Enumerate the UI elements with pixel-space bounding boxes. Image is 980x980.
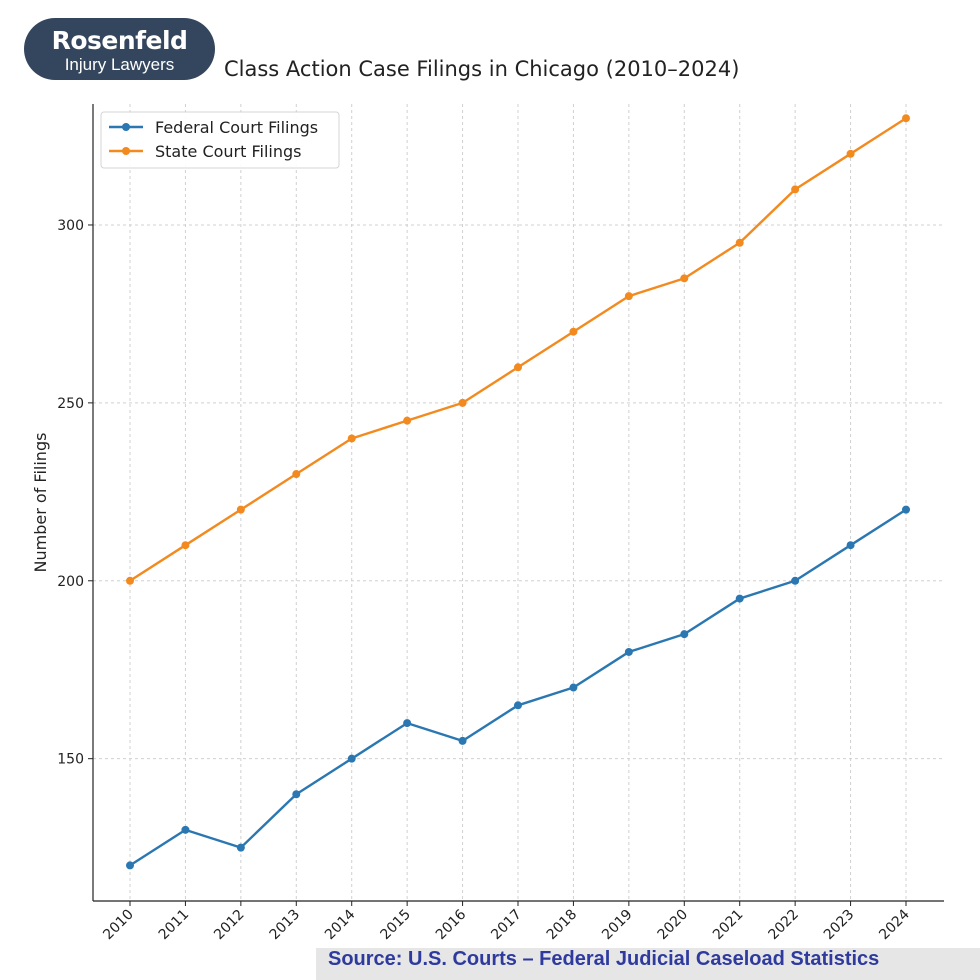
- x-tick-label: 2018: [544, 907, 581, 944]
- data-point: [403, 719, 412, 728]
- data-point: [902, 505, 910, 514]
- data-point: [458, 736, 467, 745]
- logo-subtitle: Injury Lawyers: [64, 55, 175, 74]
- y-tick-label: 250: [57, 396, 84, 412]
- series-line-1: [129, 117, 907, 582]
- data-point: [791, 576, 800, 585]
- chart-title: Class Action Case Filings in Chicago (20…: [224, 57, 740, 81]
- data-point: [347, 434, 356, 443]
- x-tick-label: 2021: [710, 907, 747, 944]
- data-point: [735, 594, 744, 603]
- legend-marker: [122, 123, 130, 131]
- x-tick-label: 2010: [100, 907, 137, 944]
- data-point: [514, 363, 522, 372]
- data-point: [181, 825, 190, 834]
- x-tick-label: 2014: [322, 906, 359, 943]
- data-point: [680, 274, 689, 283]
- legend-box: [100, 111, 340, 169]
- data-point: [569, 327, 578, 336]
- data-point: [403, 416, 412, 425]
- data-point: [624, 292, 633, 301]
- data-point: [514, 701, 522, 710]
- data-point: [735, 238, 744, 247]
- x-tick-label: 2019: [599, 907, 636, 944]
- data-point: [181, 541, 190, 550]
- x-tick-label: 2024: [876, 906, 913, 943]
- data-point: [292, 790, 301, 799]
- x-tick-label: 2013: [267, 907, 304, 944]
- data-point: [126, 576, 134, 585]
- x-tick-label: 2012: [211, 907, 248, 944]
- legend-label: State Court Filings: [155, 142, 301, 161]
- x-tick-label: 2022: [765, 907, 802, 944]
- data-point: [680, 630, 689, 639]
- data-point: [846, 541, 855, 550]
- x-tick-label: 2011: [156, 907, 193, 944]
- data-point: [292, 470, 301, 479]
- legend-marker: [122, 147, 130, 155]
- x-tick-label: 2015: [377, 907, 414, 944]
- y-tick-label: 150: [57, 752, 84, 768]
- x-tick-label: 2017: [488, 907, 525, 944]
- data-point: [126, 861, 134, 870]
- y-axis-label: Number of Filings: [31, 433, 50, 573]
- data-point: [236, 843, 245, 852]
- data-point: [347, 754, 356, 763]
- legend-label: Federal Court Filings: [155, 118, 318, 137]
- data-point: [902, 114, 910, 123]
- y-tick-label: 300: [57, 218, 84, 234]
- data-point: [846, 149, 855, 158]
- y-tick-label: 200: [57, 574, 84, 590]
- data-point: [569, 683, 578, 692]
- data-point: [624, 647, 633, 656]
- data-point: [458, 398, 467, 407]
- x-tick-label: 2023: [821, 907, 858, 944]
- logo-name: Rosenfeld: [51, 26, 188, 55]
- source-text: Source: U.S. Courts – Federal Judicial C…: [328, 948, 880, 970]
- rosenfeld-logo: Rosenfeld Injury Lawyers: [24, 18, 215, 80]
- data-point: [236, 505, 245, 514]
- x-tick-label: 2020: [655, 907, 692, 944]
- x-tick-label: 2016: [433, 906, 470, 943]
- data-point: [791, 185, 800, 194]
- source-banner: Source: U.S. Courts – Federal Judicial C…: [316, 948, 980, 980]
